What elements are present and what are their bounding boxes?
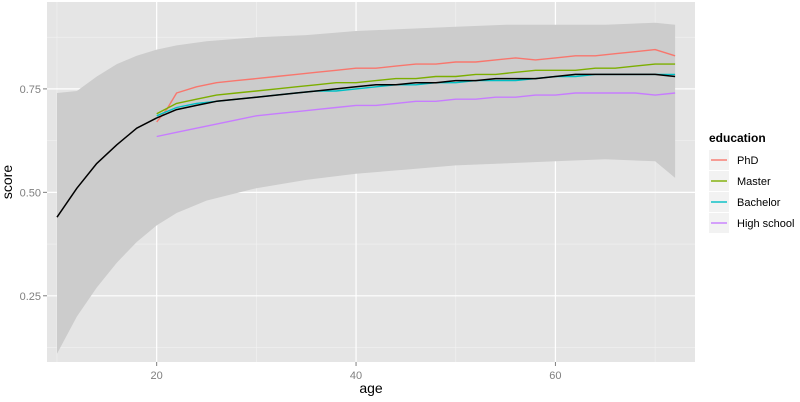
x-tick-label: 40 <box>350 370 362 382</box>
series-lines <box>56 48 676 218</box>
legend-label: PhD <box>737 155 758 167</box>
x-tick-label: 60 <box>549 370 561 382</box>
confidence-band <box>57 22 676 354</box>
legend-label: Master <box>737 176 771 188</box>
y-axis-title: score <box>0 165 15 199</box>
x-axis-ticks: 20 40 60 <box>151 362 562 382</box>
overall-trend-line-early <box>56 117 158 218</box>
legend-label: Bachelor <box>737 197 781 209</box>
y-tick-label: 0.25 <box>20 291 41 303</box>
series-line-high-school <box>156 92 676 138</box>
overall-trend-line <box>156 73 676 119</box>
legend-title: education <box>709 131 766 145</box>
series-line-master <box>156 63 676 115</box>
legend: education PhD Master Bachelor High school <box>709 131 794 233</box>
y-axis-ticks: 0.25 0.50 0.75 <box>20 84 47 303</box>
y-tick-label: 0.50 <box>20 187 41 199</box>
y-tick-label: 0.75 <box>20 84 41 96</box>
x-tick-label: 20 <box>151 370 163 382</box>
legend-label: High school <box>737 218 794 230</box>
series-line-phd <box>156 48 676 123</box>
x-axis-title: age <box>359 380 383 396</box>
